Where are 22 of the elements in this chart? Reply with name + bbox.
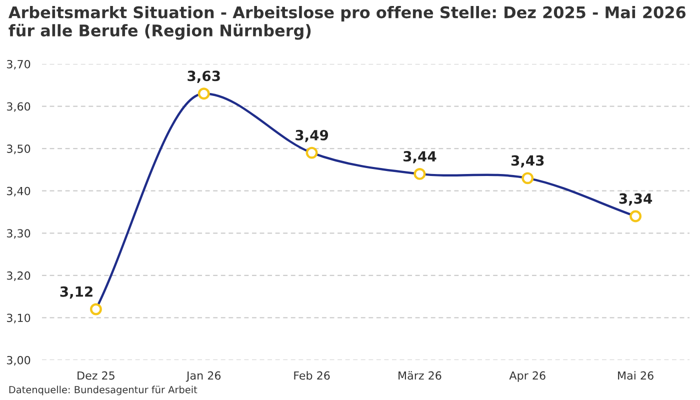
- data-label: 3,49: [296, 130, 328, 142]
- data-label: 3,63: [188, 70, 220, 83]
- y-tick-label: 3,60: [6, 102, 30, 112]
- x-tick-label: März 26: [398, 371, 442, 380]
- x-tick-label: Dez 25: [78, 371, 114, 380]
- y-tick-label: 3,20: [6, 271, 30, 281]
- data-label: 3,43: [511, 155, 544, 168]
- x-tick-label: Mai 26: [618, 371, 654, 380]
- y-tick-label: 3,00: [6, 356, 30, 366]
- text: Datenquelle: Bundesagentur für Arbeit: [9, 386, 198, 396]
- y-tick-label: 3,50: [6, 144, 30, 154]
- x-tick-label: Apr 26: [509, 371, 546, 382]
- chart-title: Arbeitsmarkt Situation - Arbeitslose pro offene Stelle: Dez 2025 - Mai 2026 für alle Berufe (Region Nürnberg): [8, 6, 686, 40]
- y-tick-label: 3,40: [6, 186, 30, 196]
- y-tick-label: 3,70: [6, 60, 30, 70]
- y-tick-label: 3,10: [6, 314, 30, 324]
- data-label: 3,34: [619, 193, 652, 206]
- data-label: 3,12: [60, 286, 92, 299]
- x-tick-label: Jan 26: [186, 371, 221, 382]
- data-label: 3,44: [404, 151, 436, 164]
- y-tick-label: 3,30: [6, 229, 30, 239]
- x-tick-label: Feb 26: [294, 371, 330, 380]
